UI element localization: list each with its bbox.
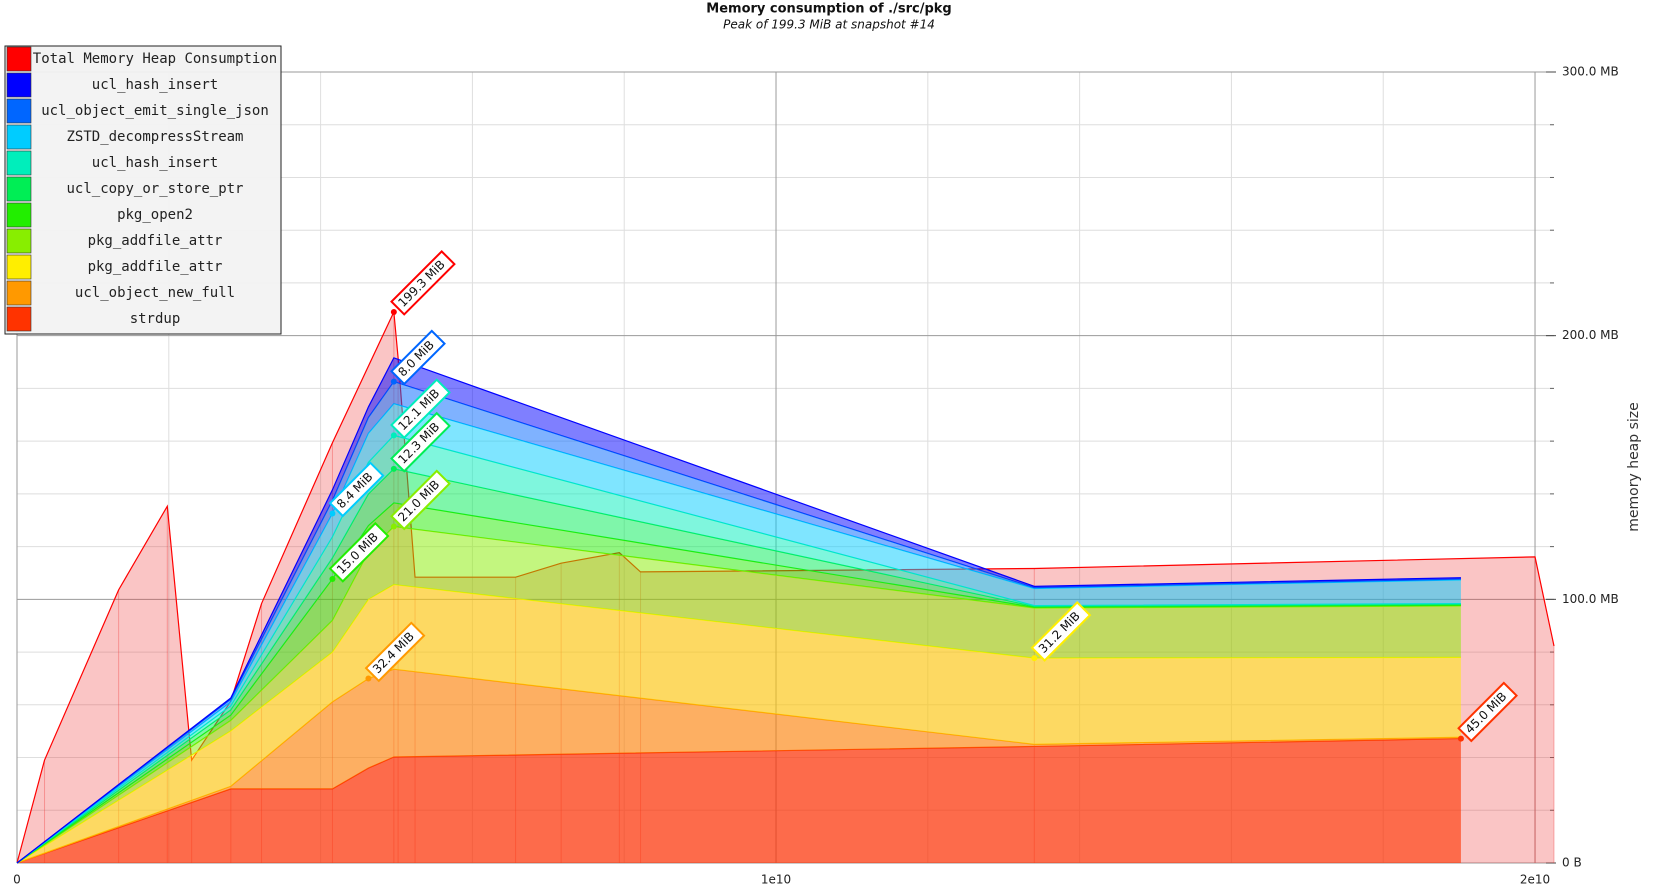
legend-label: strdup bbox=[130, 311, 181, 327]
value-label-box bbox=[390, 378, 451, 440]
legend-label: pkg_addfile_attr bbox=[88, 233, 223, 249]
x-tick-label: 2e10 bbox=[1520, 873, 1550, 887]
stack-area bbox=[17, 526, 1461, 863]
value-label-box bbox=[390, 250, 456, 316]
legend-label: ucl_hash_insert bbox=[92, 155, 218, 171]
legend-swatch bbox=[6, 228, 32, 254]
peak-marker bbox=[329, 510, 336, 517]
legend-swatch bbox=[6, 150, 32, 176]
value-label-box bbox=[390, 469, 451, 531]
chart-title: Memory consumption of ./src/pkg bbox=[706, 2, 951, 17]
value-label-box bbox=[1457, 681, 1518, 743]
legend-label: ZSTD_decompressStream bbox=[66, 129, 243, 145]
peak-marker bbox=[1457, 735, 1464, 742]
peak-marker bbox=[1031, 655, 1038, 662]
value-label-box bbox=[390, 329, 446, 386]
legend-swatch bbox=[6, 98, 32, 124]
y-axis-title: memory heap size bbox=[1626, 402, 1642, 532]
chart-subtitle: Peak of 199.3 MiB at snapshot #14 bbox=[723, 18, 935, 32]
x-tick-label: 0 bbox=[13, 873, 21, 887]
y-tick-label: 300.0 MB bbox=[1562, 65, 1619, 79]
value-label-box bbox=[390, 411, 451, 473]
value-label-box bbox=[328, 461, 385, 518]
stack-area bbox=[17, 584, 1461, 863]
stack-area bbox=[17, 738, 1461, 863]
legend-swatch bbox=[6, 176, 32, 202]
legend-swatch bbox=[6, 46, 32, 72]
legend-label: pkg_open2 bbox=[117, 207, 193, 223]
legend-swatch bbox=[6, 254, 32, 280]
peak-marker bbox=[390, 308, 397, 315]
stack-area bbox=[17, 468, 1461, 863]
stack-line bbox=[16, 502, 1461, 864]
stack-line bbox=[16, 434, 1461, 864]
legend-swatch bbox=[6, 280, 32, 306]
peak-marker bbox=[390, 465, 397, 472]
y-tick-label: 200.0 MB bbox=[1562, 328, 1619, 342]
legend-label: ucl_object_emit_single_json bbox=[41, 103, 269, 119]
peak-marker bbox=[390, 432, 397, 439]
y-tick-label: 100.0 MB bbox=[1562, 592, 1619, 606]
x-tick-label: 1e10 bbox=[761, 873, 791, 887]
peak-marker bbox=[390, 523, 397, 530]
value-label-box bbox=[328, 521, 390, 583]
legend-swatch bbox=[6, 124, 32, 150]
value-label-text: 199.3 MiB bbox=[395, 257, 447, 309]
stack-line bbox=[16, 357, 1461, 864]
legend-swatch bbox=[6, 72, 32, 98]
value-label-box bbox=[364, 621, 426, 683]
value-label-box bbox=[1030, 601, 1092, 662]
peak-marker bbox=[390, 378, 397, 385]
legend-swatch bbox=[6, 306, 32, 332]
legend-label: Total Memory Heap Consumption bbox=[33, 51, 277, 67]
peak-marker bbox=[365, 675, 372, 682]
peak-marker bbox=[329, 575, 336, 582]
legend-box bbox=[4, 45, 282, 335]
legend-label: pkg_addfile_attr bbox=[88, 259, 223, 275]
legend-label: ucl_object_new_full bbox=[75, 285, 235, 301]
legend-swatch bbox=[6, 202, 32, 228]
legend-label: ucl_hash_insert bbox=[92, 77, 218, 93]
legend-label: ucl_copy_or_store_ptr bbox=[66, 181, 243, 197]
stack-line bbox=[16, 468, 1461, 864]
y-tick-label: 0 B bbox=[1562, 856, 1582, 870]
stack-area bbox=[17, 669, 1461, 863]
